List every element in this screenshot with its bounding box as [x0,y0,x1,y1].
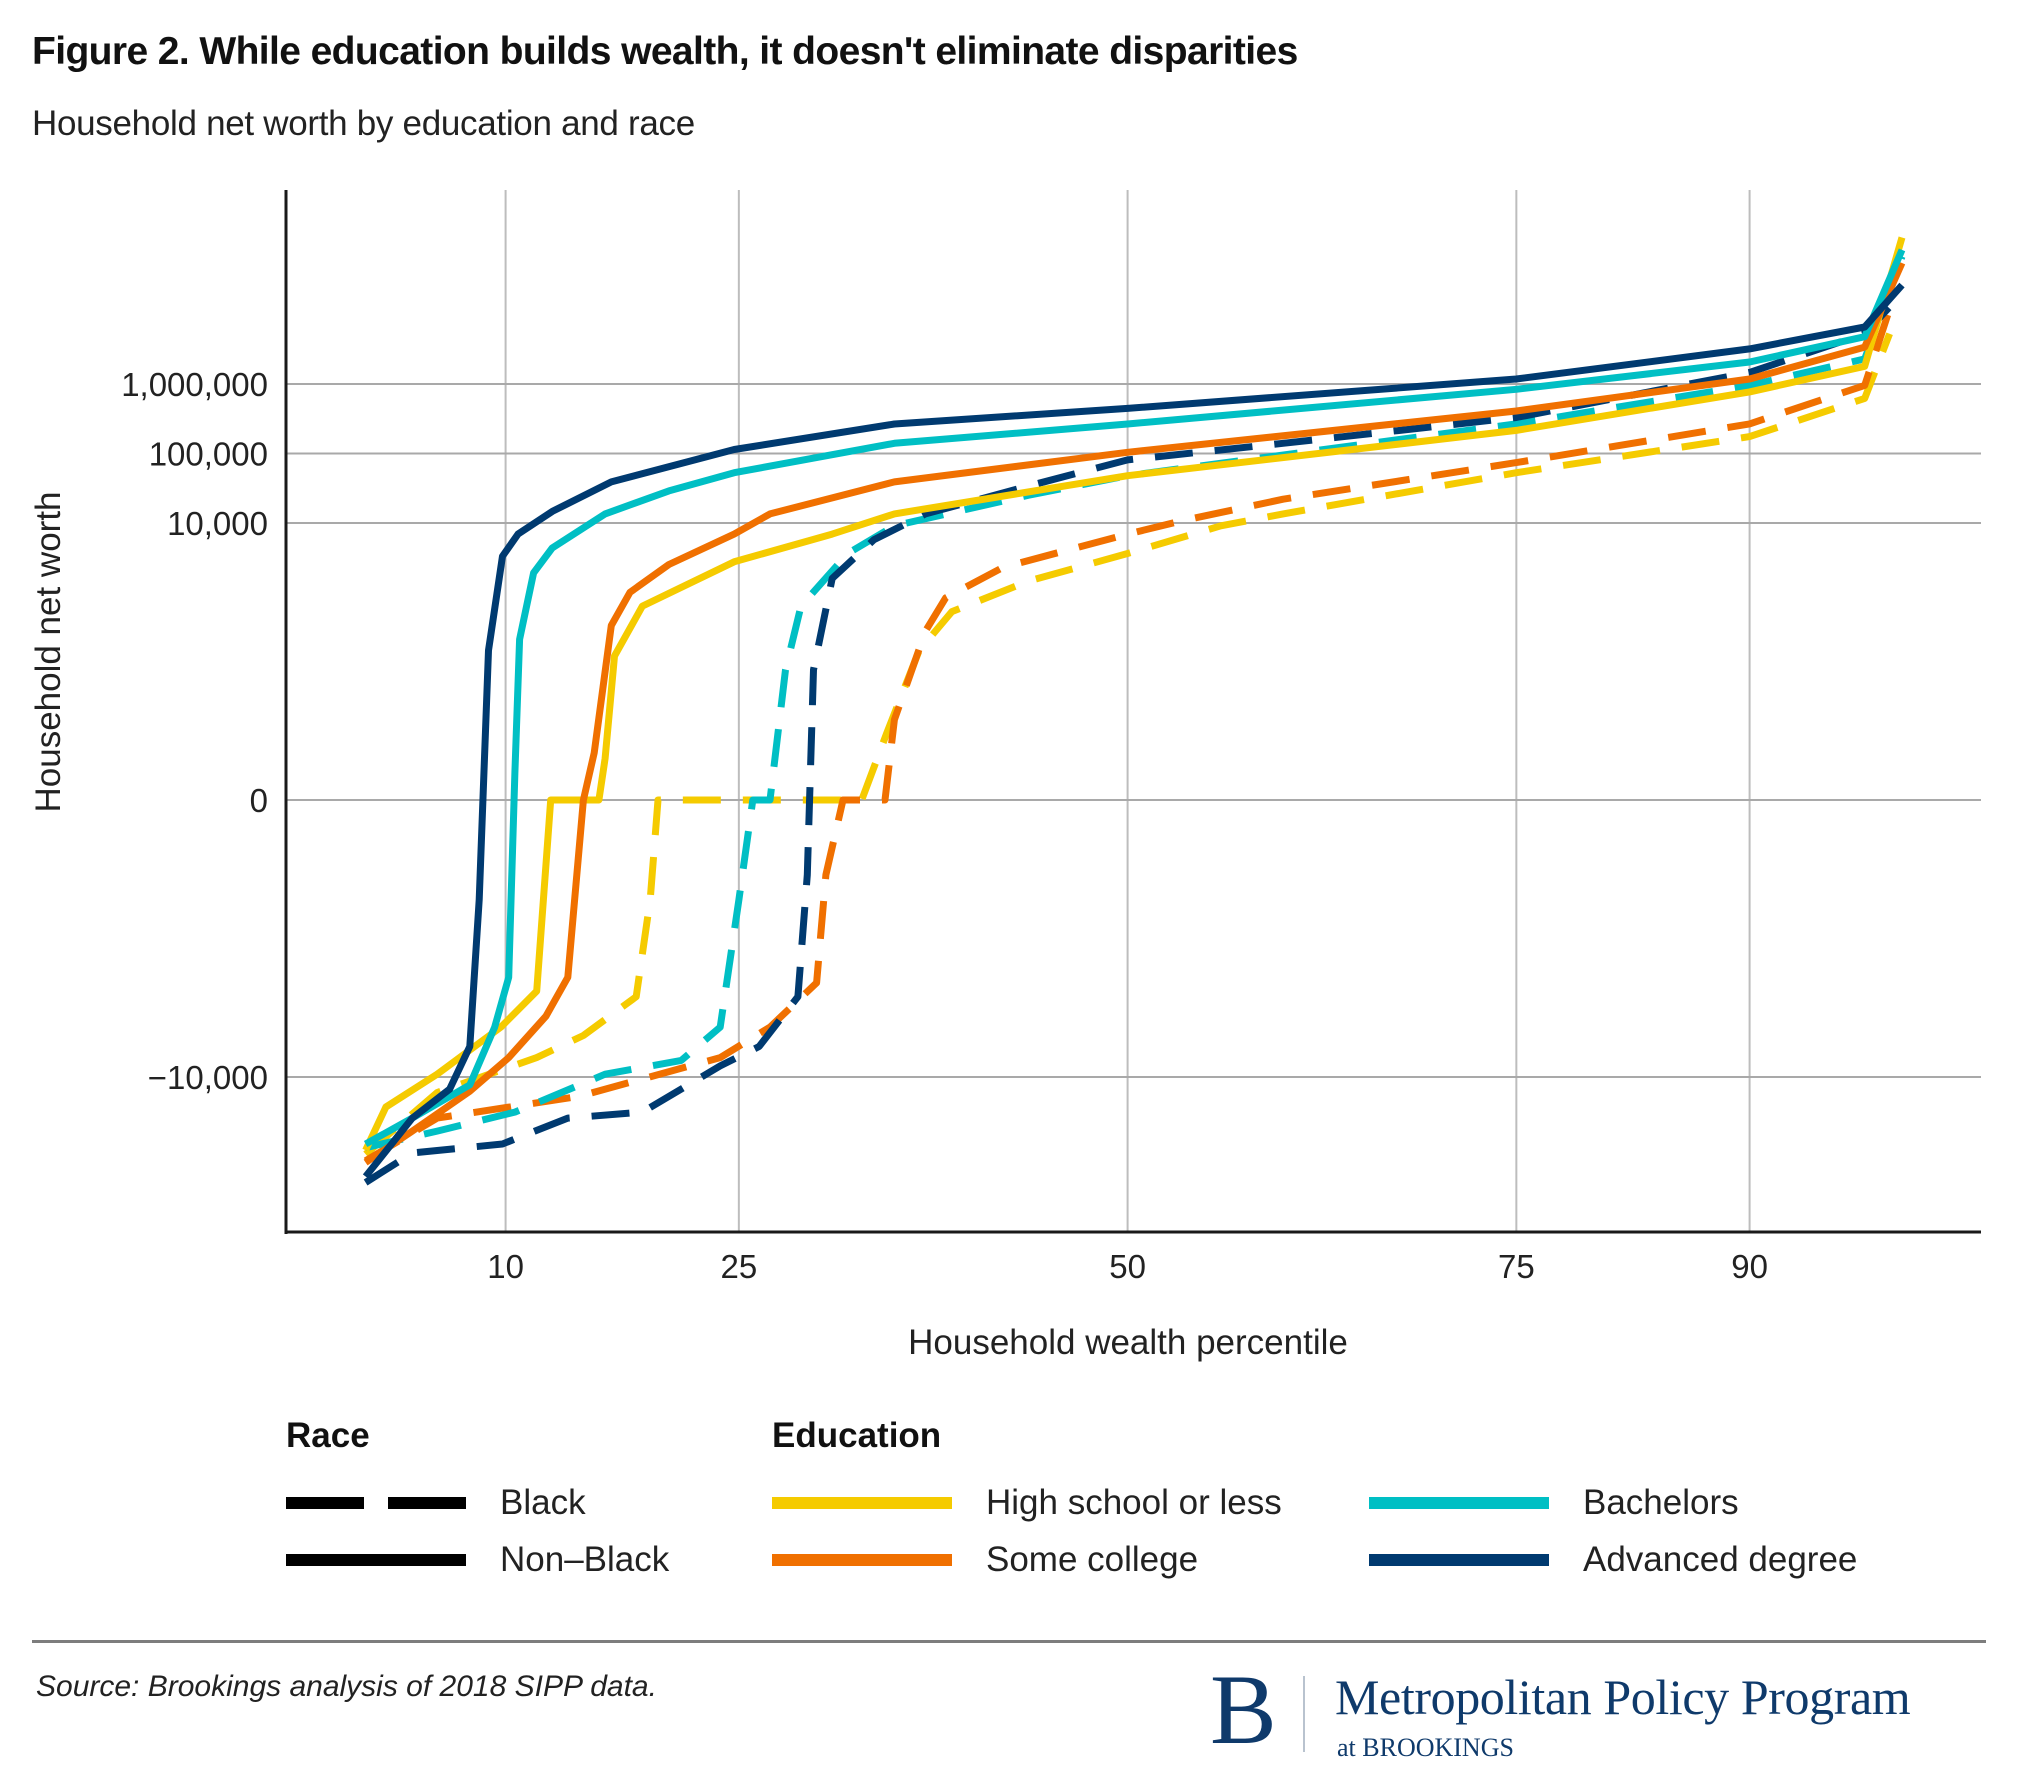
source-note: Source: Brookings analysis of 2018 SIPP … [36,1670,657,1703]
legend-label: Non–Black [500,1540,670,1579]
x-tick-label: 10 [487,1248,524,1285]
series-line-non-black-some-college [363,261,1906,1166]
y-tick-label: 0 [250,782,268,819]
legend-item-high-school: High school or less [772,1478,1282,1528]
legend-item-non-black: Non–Black [286,1535,669,1585]
footer-divider [32,1640,1986,1643]
series-lines [362,236,1906,1186]
legend-label: High school or less [986,1483,1282,1522]
solid-line-swatch [286,1554,466,1566]
logo-separator [1303,1676,1305,1752]
dashed-line-swatch [286,1497,466,1509]
series-line-black-high-school-or-less [363,332,1893,1157]
x-tick-label: 50 [1109,1248,1146,1285]
gridlines [286,190,1981,1232]
y-tick-label: −10,000 [148,1059,268,1096]
color-swatch [1369,1554,1549,1566]
legend-label: Some college [986,1540,1199,1579]
series-line-black-bachelors [364,255,1906,1152]
x-tick-label: 75 [1498,1248,1535,1285]
y-tick-label: 10,000 [167,505,268,542]
logo-subtitle: at BROOKINGS [1337,1733,1514,1762]
brookings-logo-icon: B [1210,1654,1277,1765]
y-tick-label: 1,000,000 [121,366,268,403]
legend-race-title: Race [286,1416,370,1455]
x-tick-label: 90 [1731,1248,1768,1285]
legend-label: Advanced degree [1583,1540,1858,1579]
chart-title: Figure 2. While education builds wealth,… [32,30,1298,73]
chart-subtitle: Household net worth by education and rac… [32,104,695,143]
axes [284,190,1981,1234]
color-swatch [772,1497,952,1509]
x-axis-title: Household wealth percentile [908,1323,1348,1362]
series-line-non-black-advanced-degree [362,282,1905,1179]
y-tick-label: 100,000 [149,436,268,473]
x-tick-label: 25 [720,1248,757,1285]
legend-item-some-college: Some college [772,1535,1198,1585]
legend-education-title: Education [772,1416,942,1455]
y-axis-title: Household net worth [29,491,68,812]
tick-labels: 10 25 50 75 90 −10,000 0 10,000 100,000 1,000,000 [121,366,1768,1285]
legend-item-advanced-degree: Advanced degree [1369,1535,1857,1585]
legend-item-bachelors: Bachelors [1369,1478,1739,1528]
legend-label: Black [500,1483,586,1522]
legend-item-black: Black [286,1478,586,1528]
color-swatch [1369,1497,1549,1509]
legend-label: Bachelors [1583,1483,1739,1522]
color-swatch [772,1554,952,1566]
series-line-black-some-college [363,307,1893,1164]
logo-program-name: Metropolitan Policy Program [1335,1669,1911,1725]
line-chart: 10 25 50 75 90 −10,000 0 10,000 100,000 1,000,000… [29,190,1981,1362]
series-line-black-advanced-degree [363,291,1905,1186]
series-line-non-black-bachelors [363,248,1906,1148]
